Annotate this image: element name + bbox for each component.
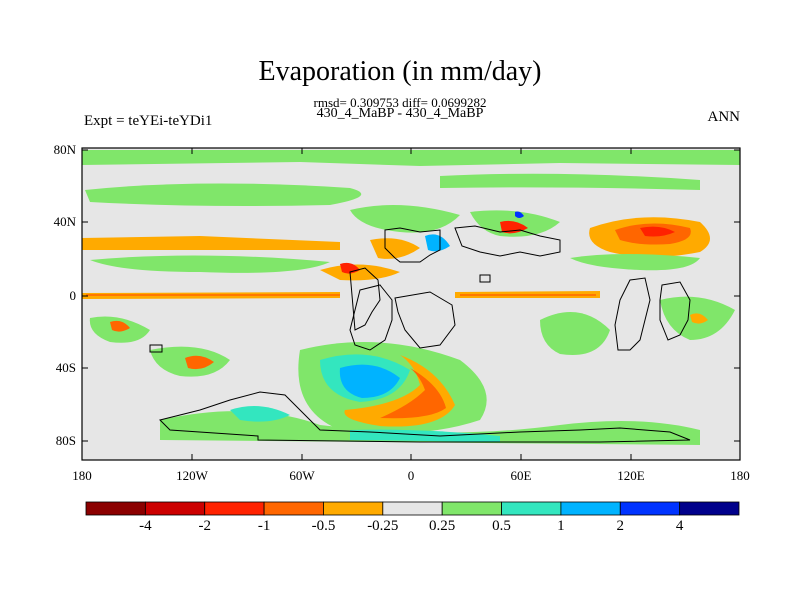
colorbar-label: 1 [557,518,565,534]
anomaly-n-atlantic [350,205,460,233]
anomaly-southern-dkorange [380,368,446,419]
anomaly-antarctic-band [160,411,700,445]
x-tick-label: 180 [730,468,750,483]
colorbar-swatch [619,501,681,516]
x-tick-label: 60W [289,468,315,483]
coast-africa [394,291,456,349]
anomaly-west-band [82,236,340,250]
experiment-label: Expt = teYEi-teYDi1 [84,113,213,129]
coast-central [349,267,381,331]
coast-antarctica [159,391,691,443]
y-tick-label: 40N [53,214,76,229]
axis-ticks [82,148,740,460]
colorbar-label: 2 [616,518,625,534]
colorbar-swatch [263,501,324,516]
field-anomalies [82,150,740,445]
colorbar-label: -0.25 [367,518,399,534]
stats-line: rmsd= 0.309753 diff= 0.0699282 [313,95,487,110]
anomaly-australia-orange [690,313,708,324]
anomaly-indian [540,312,610,355]
colorbar-label: -2 [198,518,211,534]
y-tick-label: 80S [55,433,76,448]
plot-title: Evaporation (in mm/day) [258,56,542,87]
colorbar-swatch [679,501,740,516]
colorbar [85,501,740,516]
colorbar-swatch [441,501,502,516]
x-tick-label: 60E [510,468,532,483]
x-tick-label: 120W [176,468,208,483]
case-line: 430_4_MaBP - 430_4_MaBP [316,106,484,121]
colorbar-label: 0.5 [492,518,511,534]
x-tick-label: 120E [617,468,645,483]
colorbar-label: -1 [257,518,271,534]
colorbar-swatch [144,501,206,516]
anomaly-arctic-band [82,150,740,166]
colorbar-label: 4 [675,518,684,534]
y-tick-label: 80N [53,142,76,157]
colorbar-swatch [323,501,384,516]
anomaly-southern-blue [339,364,400,398]
colorbar-swatch [204,501,265,516]
colorbar-swatch [501,501,562,516]
colorbar-swatch [382,501,443,516]
coast-north-america [384,227,441,263]
coast-south-america [349,284,393,351]
anomaly-s-pacific-orange [110,320,130,332]
anomaly-s-pacific2-orange [185,355,214,370]
coast-india [614,277,651,351]
x-tick-label: 180 [72,468,92,483]
anomaly-nw-pacific-red [640,226,675,237]
anomaly-w-pacific-green [90,255,330,273]
colorbar-label: -4 [139,518,152,534]
colorbar-label: 0.25 [429,518,456,534]
season-label: ANN [707,109,741,125]
y-tick-label: 0 [69,288,77,303]
colorbar-swatch [85,501,146,516]
coast-small-islands [149,274,491,353]
coast-eurasia [454,225,561,257]
coastlines [149,225,691,443]
anomaly-mideast [425,234,450,252]
colorbar-swatch [560,501,621,516]
y-tick-label: 40S [55,360,76,375]
anomaly-n-atlantic-orange [370,238,420,259]
anomaly-north-band2 [440,173,700,190]
x-tick-label: 0 [407,468,415,483]
coast-australia [659,281,691,341]
anomaly-atl-tropics [320,264,400,281]
anomaly-europe-blue [515,211,524,218]
anomaly-nw-pacific-green [570,254,700,271]
anomaly-antarctic-teal [230,406,290,422]
colorbar-label: -0.5 [311,518,336,534]
anomaly-north-band [85,183,362,206]
